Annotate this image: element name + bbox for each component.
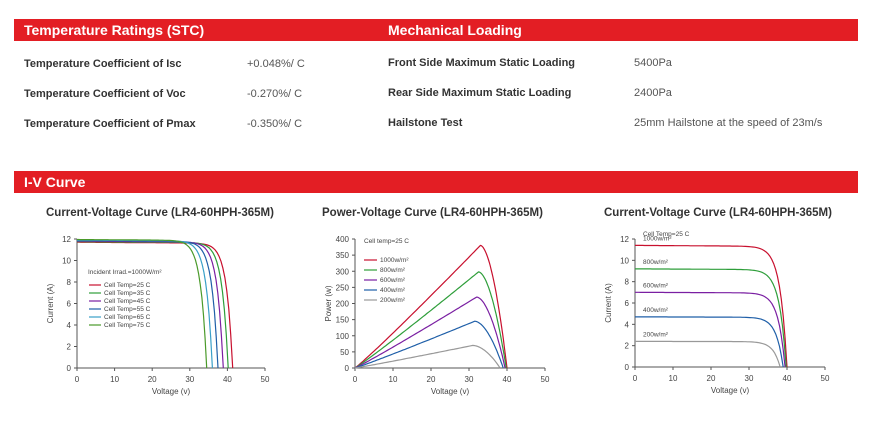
mech-row-label-front: Front Side Maximum Static Loading xyxy=(388,57,576,69)
y-tick-label: 250 xyxy=(336,283,350,292)
x-tick-label: 50 xyxy=(821,374,830,383)
mech-row-label-hail: Hailstone Test xyxy=(388,117,463,129)
legend-entry: 800w/m² xyxy=(380,267,406,274)
legend-entry: 400w/m² xyxy=(380,287,406,294)
legend-entry: Cell Temp=35 C xyxy=(104,290,151,297)
chart-annotation: Incident Irrad.=1000W/m² xyxy=(88,269,162,276)
legend-entry: Cell Temp=45 C xyxy=(104,298,151,305)
y-tick-label: 12 xyxy=(620,235,629,244)
series-label: 400w/m² xyxy=(643,307,669,314)
y-tick-label: 12 xyxy=(62,235,71,244)
x-tick-label: 30 xyxy=(465,375,474,384)
x-tick-label: 10 xyxy=(389,375,398,384)
series-label: 600w/m² xyxy=(643,282,669,289)
x-tick-label: 10 xyxy=(669,374,678,383)
mech-row-value-rear: 2400Pa xyxy=(634,87,672,99)
iv-section-title: I-V Curve xyxy=(14,171,858,193)
series-line xyxy=(354,344,501,369)
y-tick-label: 2 xyxy=(67,343,72,352)
x-tick-label: 20 xyxy=(707,374,716,383)
y-tick-label: 8 xyxy=(625,278,630,287)
y-tick-label: 4 xyxy=(625,320,630,329)
series-label: 800w/m² xyxy=(643,259,669,266)
series-line xyxy=(635,316,784,368)
temp-row-label-pmax: Temperature Coefficient of Pmax xyxy=(24,118,196,130)
y-tick-label: 150 xyxy=(336,316,350,325)
legend-entry: Cell Temp=25 C xyxy=(104,282,151,289)
mech-row-label-rear: Rear Side Maximum Static Loading xyxy=(388,87,572,99)
chart-title-2: Power-Voltage Curve (LR4-60HPH-365M) xyxy=(322,207,543,219)
series-line xyxy=(77,238,208,369)
chart-annotation: Cell Temp=25 C xyxy=(643,231,690,238)
legend-entry: Cell Temp=55 C xyxy=(104,306,151,313)
y-tick-label: 6 xyxy=(625,299,630,308)
mech-row-value-hail: 25mm Hailstone at the speed of 23m/s xyxy=(634,117,823,129)
y-tick-label: 50 xyxy=(340,348,349,357)
x-tick-label: 0 xyxy=(633,374,638,383)
x-axis-label: Voltage (v) xyxy=(152,387,191,396)
x-tick-label: 50 xyxy=(261,375,270,384)
y-tick-label: 10 xyxy=(62,257,71,266)
x-axis-label: Voltage (v) xyxy=(431,387,470,396)
y-tick-label: 8 xyxy=(67,278,72,287)
y-tick-label: 10 xyxy=(620,256,629,265)
x-axis-label: Voltage (v) xyxy=(711,386,750,395)
y-axis-label: Power (w) xyxy=(324,285,333,321)
y-tick-label: 300 xyxy=(336,267,350,276)
series-line xyxy=(354,271,507,369)
y-tick-label: 2 xyxy=(625,342,630,351)
y-tick-label: 350 xyxy=(336,251,350,260)
legend-entry: 1000w/m² xyxy=(380,257,409,264)
temp-section-title: Temperature Ratings (STC) xyxy=(24,22,205,38)
x-tick-label: 30 xyxy=(185,375,194,384)
y-axis-label: Current (A) xyxy=(604,283,613,323)
chart-annotation: Cell temp=25 C xyxy=(364,238,409,245)
legend-entry: Cell Temp=75 C xyxy=(104,322,151,329)
x-tick-label: 0 xyxy=(353,375,358,384)
x-tick-label: 20 xyxy=(427,375,436,384)
x-tick-label: 30 xyxy=(745,374,754,383)
x-tick-label: 50 xyxy=(541,375,550,384)
temp-row-value-isc: +0.048%/ C xyxy=(247,58,305,70)
x-tick-label: 40 xyxy=(783,374,792,383)
section-bar xyxy=(14,19,858,41)
series-line xyxy=(635,291,786,368)
y-tick-label: 200 xyxy=(336,300,350,309)
legend-entry: Cell Temp=65 C xyxy=(104,314,151,321)
series-line xyxy=(635,340,781,368)
x-tick-label: 0 xyxy=(75,375,80,384)
series-line xyxy=(354,320,504,369)
y-tick-label: 400 xyxy=(336,235,350,244)
y-tick-label: 0 xyxy=(345,364,350,373)
series-line xyxy=(635,244,788,368)
mech-section-title: Mechanical Loading xyxy=(388,22,522,38)
legend-entry: 200w/m² xyxy=(380,297,406,304)
series-label: 200w/m² xyxy=(643,331,669,338)
temp-row-value-pmax: -0.350%/ C xyxy=(247,118,303,130)
y-tick-label: 0 xyxy=(67,364,72,373)
chart-title-1: Current-Voltage Curve (LR4-60HPH-365M) xyxy=(46,207,274,219)
x-tick-label: 20 xyxy=(148,375,157,384)
series-label: 1000w/m² xyxy=(643,235,672,242)
x-tick-label: 40 xyxy=(503,375,512,384)
y-tick-label: 6 xyxy=(67,300,72,309)
mech-row-value-front: 5400Pa xyxy=(634,57,672,69)
y-axis-label: Current (A) xyxy=(46,283,55,323)
y-tick-label: 4 xyxy=(67,321,72,330)
chart-title-3: Current-Voltage Curve (LR4-60HPH-365M) xyxy=(604,207,832,219)
x-tick-label: 40 xyxy=(223,375,232,384)
series-line xyxy=(354,296,506,369)
legend-entry: 600w/m² xyxy=(380,277,406,284)
series-line xyxy=(354,244,508,369)
y-tick-label: 0 xyxy=(625,363,630,372)
series-line xyxy=(635,268,787,368)
temp-row-value-voc: -0.270%/ C xyxy=(247,88,303,100)
x-tick-label: 10 xyxy=(110,375,119,384)
temp-row-label-voc: Temperature Coefficient of Voc xyxy=(24,88,186,100)
temp-row-label-isc: Temperature Coefficient of Isc xyxy=(24,58,182,70)
y-tick-label: 100 xyxy=(336,332,350,341)
